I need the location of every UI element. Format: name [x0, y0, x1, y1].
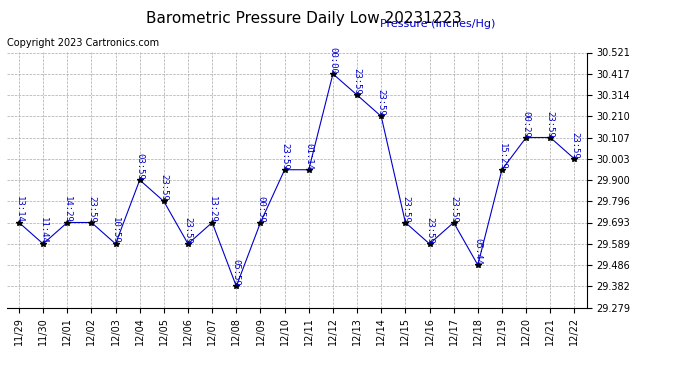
Text: 23:59: 23:59 [449, 196, 458, 222]
Text: 23:59: 23:59 [546, 111, 555, 138]
Text: 11:44: 11:44 [39, 217, 48, 244]
Text: 14:29: 14:29 [63, 196, 72, 222]
Text: 23:59: 23:59 [353, 68, 362, 95]
Text: Copyright 2023 Cartronics.com: Copyright 2023 Cartronics.com [7, 38, 159, 48]
Text: 05:44: 05:44 [473, 238, 482, 265]
Text: 23:59: 23:59 [280, 143, 289, 170]
Text: 13:14: 13:14 [14, 196, 23, 222]
Text: 03:59: 03:59 [135, 153, 144, 180]
Text: 23:59: 23:59 [377, 90, 386, 116]
Text: 10:59: 10:59 [111, 217, 120, 244]
Text: 00:00: 00:00 [328, 47, 337, 74]
Text: 00:59: 00:59 [256, 196, 265, 222]
Text: 00:29: 00:29 [522, 111, 531, 138]
Text: 23:59: 23:59 [159, 174, 168, 201]
Text: 15:29: 15:29 [497, 143, 506, 170]
Text: 01:14: 01:14 [304, 143, 313, 170]
Text: 23:59: 23:59 [570, 132, 579, 159]
Text: 23:59: 23:59 [184, 217, 193, 244]
Text: 13:29: 13:29 [208, 196, 217, 222]
Text: 23:59: 23:59 [425, 217, 434, 244]
Text: 05:59: 05:59 [232, 260, 241, 286]
Text: 23:59: 23:59 [401, 196, 410, 222]
Text: Barometric Pressure Daily Low 20231223: Barometric Pressure Daily Low 20231223 [146, 11, 462, 26]
Text: 23:59: 23:59 [87, 196, 96, 222]
Text: Pressure (Inches/Hg): Pressure (Inches/Hg) [380, 19, 495, 29]
